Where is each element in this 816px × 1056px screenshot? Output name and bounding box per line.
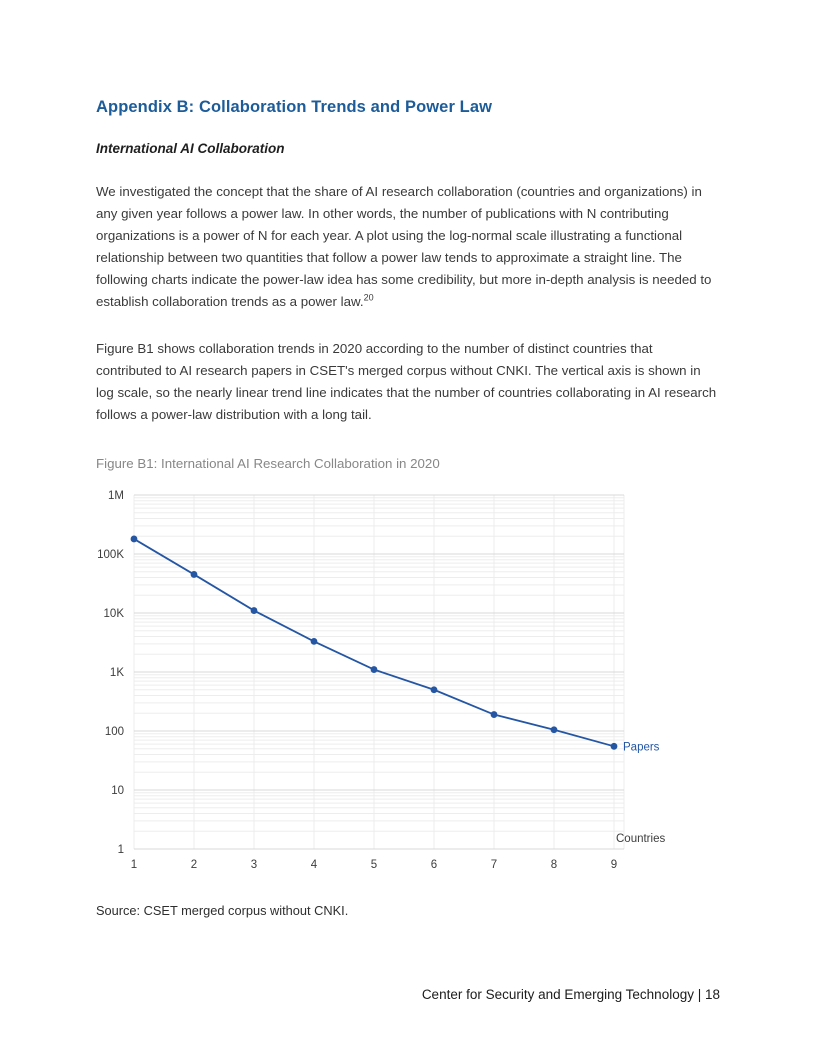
- data-point-marker: [190, 571, 198, 578]
- y-axis-tick-label: 10: [111, 785, 124, 797]
- footnote-ref: 20: [363, 292, 374, 303]
- x-axis-tick-label: 4: [311, 859, 318, 871]
- paragraph-1: We investigated the concept that the sha…: [96, 181, 722, 313]
- figure-b1-chart: 1M 100K 10K 1K 100 10 1 1 2 3 4 5 6 7 8 9 Papers Countrie…: [86, 483, 726, 887]
- y-axis-tick-label: 100: [105, 726, 124, 738]
- x-axis-title: Countries: [616, 833, 665, 845]
- page-footer: Center for Security and Emerging Technol…: [421, 987, 720, 1002]
- paragraph-2: Figure B1 shows collaboration trends in …: [96, 341, 717, 422]
- y-axis-tick-label: 10K: [104, 608, 125, 620]
- data-point-marker: [370, 666, 378, 673]
- source-note: Source: CSET merged corpus without CNKI.: [96, 903, 349, 918]
- data-point-marker: [430, 686, 438, 694]
- x-axis-tick-label: 3: [251, 859, 257, 871]
- series-label-papers: Papers: [623, 741, 660, 753]
- y-axis-tick-label: 100K: [97, 549, 124, 561]
- x-axis-tick-label: 5: [371, 859, 377, 871]
- y-axis-tick-label: 1K: [110, 667, 124, 679]
- figure-b1-svg: 1M 100K 10K 1K 100 10 11 2 3 4 5 6 7 8 9 Papers Countrie…: [97, 490, 665, 871]
- x-axis-tick-label: 8: [551, 859, 557, 871]
- y-axis-tick-label: 1: [118, 844, 124, 856]
- data-point-marker: [310, 638, 318, 645]
- data-point-marker: [490, 711, 498, 718]
- figure-caption: Figure B1: International AI Research Col…: [96, 456, 440, 471]
- data-point-marker: [130, 535, 138, 543]
- data-point-marker: [550, 726, 558, 734]
- paragraph-1-text: We investigated the concept that the sha…: [96, 184, 712, 309]
- x-axis-tick-label: 6: [431, 859, 437, 871]
- y-axis-tick-label: 1M: [108, 490, 124, 502]
- x-axis-tick-label: 1: [131, 859, 137, 871]
- x-axis-tick-label: 2: [191, 859, 197, 871]
- section-subheading: International AI Collaboration: [96, 141, 285, 156]
- x-axis-tick-label: 7: [491, 859, 497, 871]
- data-point-marker: [250, 607, 258, 614]
- appendix-heading: Appendix B: Collaboration Trends and Pow…: [96, 98, 493, 116]
- data-point-marker: [610, 742, 618, 750]
- x-axis-tick-label: 9: [611, 859, 617, 871]
